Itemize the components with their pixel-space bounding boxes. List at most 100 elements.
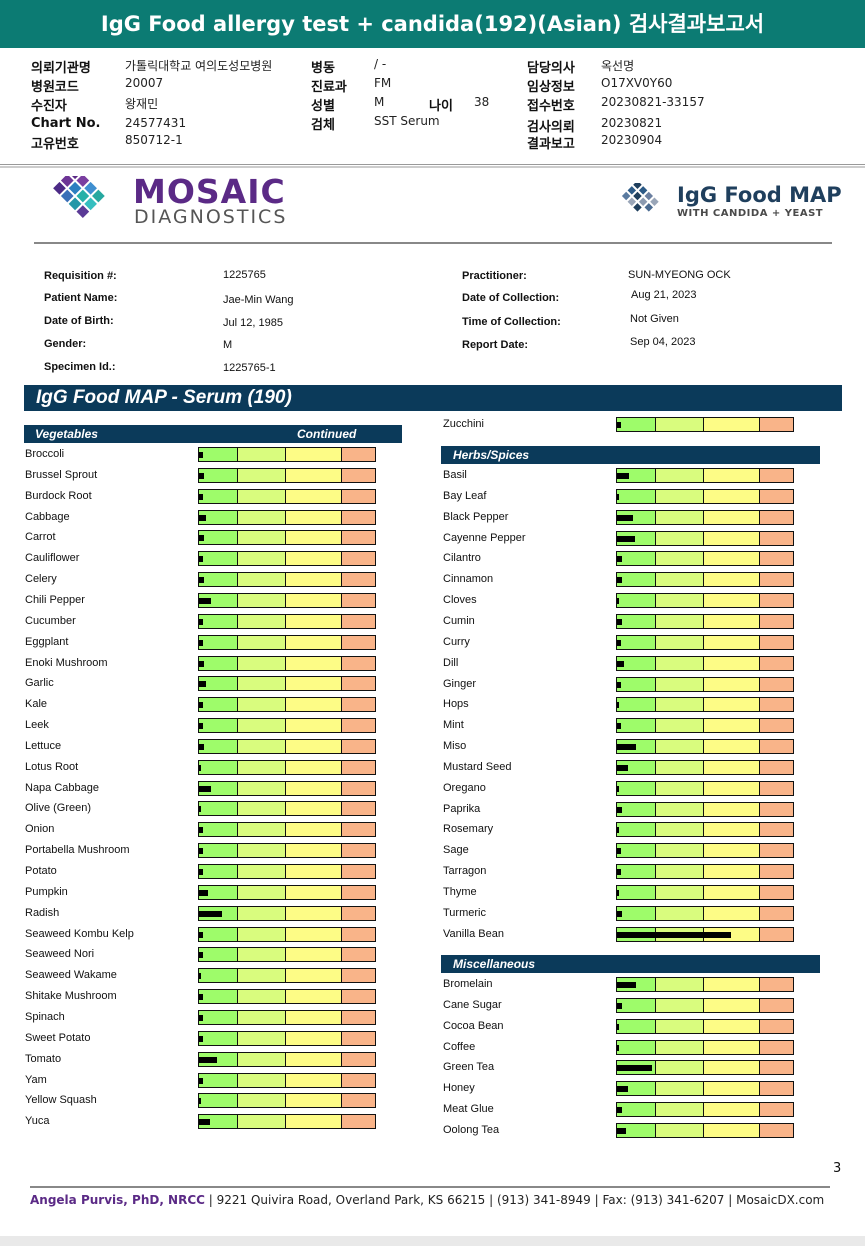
- result-bar-zone: [199, 552, 238, 565]
- result-bar-zone: [656, 657, 704, 670]
- section-title-herbs: Herbs/Spices: [453, 448, 530, 462]
- result-bar-zone: [238, 1053, 286, 1066]
- footer-divider: [30, 1186, 830, 1188]
- result-level-bar: [199, 890, 208, 896]
- result-bar-zone: [286, 969, 342, 982]
- result-level-bar: [199, 952, 203, 958]
- result-bar-zone: [286, 865, 342, 878]
- result-bar: [198, 468, 376, 483]
- result-bar: [198, 510, 376, 525]
- result-bar-zone: [617, 418, 656, 431]
- result-bar-zone: [342, 761, 375, 774]
- result-bar-zone: [760, 978, 793, 991]
- result-bar-zone: [760, 928, 793, 941]
- header-label: 임상정보: [527, 80, 575, 95]
- result-level-bar: [617, 982, 636, 988]
- result-bar: [616, 593, 794, 608]
- result-bar: [198, 843, 376, 858]
- result-bar-zone: [342, 1011, 375, 1024]
- result-bar-zone: [238, 990, 286, 1003]
- result-level-bar: [617, 827, 619, 833]
- result-bar-zone: [656, 511, 704, 524]
- result-level-bar: [617, 422, 621, 428]
- result-bar-zone: [656, 782, 704, 795]
- result-bar-zone: [760, 740, 793, 753]
- result-bar-zone: [238, 907, 286, 920]
- result-bar-zone: [704, 761, 760, 774]
- result-bar-zone: [199, 573, 238, 586]
- result-bar-zone: [238, 865, 286, 878]
- result-bar: [616, 1060, 794, 1075]
- result-bar-zone: [199, 928, 238, 941]
- result-level-bar: [199, 932, 203, 938]
- result-bar-zone: [760, 552, 793, 565]
- food-name: Oolong Tea: [443, 1124, 500, 1136]
- header-value: SST Serum: [374, 114, 440, 128]
- result-bar: [616, 843, 794, 858]
- result-bar: [198, 614, 376, 629]
- footer: Angela Purvis, PhD, NRCC | 9221 Quivira …: [30, 1193, 824, 1207]
- header-label: 진료과: [311, 80, 347, 95]
- food-name: Vanilla Bean: [443, 928, 504, 940]
- result-bar-zone: [617, 615, 656, 628]
- result-level-bar: [617, 702, 619, 708]
- result-bar-zone: [704, 1124, 760, 1137]
- header-value: 24577431: [125, 116, 187, 130]
- result-bar: [616, 718, 794, 733]
- header-value: FM: [374, 76, 392, 90]
- food-name: Spinach: [25, 1011, 65, 1023]
- result-bar-zone: [286, 740, 342, 753]
- result-bar: [198, 1073, 376, 1088]
- bottom-band: [0, 1236, 865, 1246]
- header-label: 결과보고: [527, 137, 575, 152]
- result-bar-zone: [342, 636, 375, 649]
- result-bar-zone: [656, 865, 704, 878]
- result-bar-zone: [617, 657, 656, 670]
- result-bar-zone: [286, 1074, 342, 1087]
- result-level-bar: [199, 806, 201, 812]
- food-name: Sweet Potato: [25, 1032, 91, 1044]
- result-bar-zone: [342, 511, 375, 524]
- result-bar-zone: [704, 740, 760, 753]
- result-bar-zone: [199, 615, 238, 628]
- result-bar: [616, 822, 794, 837]
- result-bar-zone: [286, 948, 342, 961]
- result-level-bar: [617, 515, 633, 521]
- result-bar-zone: [342, 719, 375, 732]
- result-bar-zone: [238, 615, 286, 628]
- result-bar: [616, 906, 794, 921]
- result-bar-zone: [199, 677, 238, 690]
- food-name: Bromelain: [443, 978, 493, 990]
- result-bar: [616, 635, 794, 650]
- food-name: Cloves: [443, 594, 477, 606]
- patient-label: Report Date:: [462, 339, 529, 351]
- result-bar: [198, 697, 376, 712]
- patient-value: M: [223, 339, 233, 351]
- result-bar-zone: [342, 990, 375, 1003]
- result-bar-zone: [656, 1041, 704, 1054]
- result-bar-zone: [760, 782, 793, 795]
- result-bar-zone: [704, 782, 760, 795]
- result-bar-zone: [199, 448, 238, 461]
- result-bar-zone: [238, 948, 286, 961]
- result-level-bar: [199, 473, 204, 479]
- result-bar-zone: [656, 761, 704, 774]
- result-bar-zone: [704, 803, 760, 816]
- result-bar-zone: [286, 511, 342, 524]
- section-header-vegetables: Vegetables Continued: [24, 425, 402, 443]
- result-bar-zone: [617, 1020, 656, 1033]
- result-bar-zone: [199, 511, 238, 524]
- result-bar-zone: [656, 1061, 704, 1074]
- igg-food-map-wordmark: IgG Food MAP: [677, 183, 842, 207]
- result-level-bar: [199, 661, 204, 667]
- result-bar-zone: [656, 594, 704, 607]
- result-bar-zone: [342, 886, 375, 899]
- result-bar-zone: [760, 418, 793, 431]
- result-level-bar: [199, 577, 204, 583]
- food-name: Basil: [443, 469, 467, 481]
- result-bar-zone: [342, 531, 375, 544]
- section-continued-label: Continued: [297, 427, 357, 441]
- footer-director-name: Angela Purvis, PhD, NRCC: [30, 1193, 205, 1207]
- header-label: 담당의사: [527, 61, 575, 76]
- result-bar-zone: [617, 1041, 656, 1054]
